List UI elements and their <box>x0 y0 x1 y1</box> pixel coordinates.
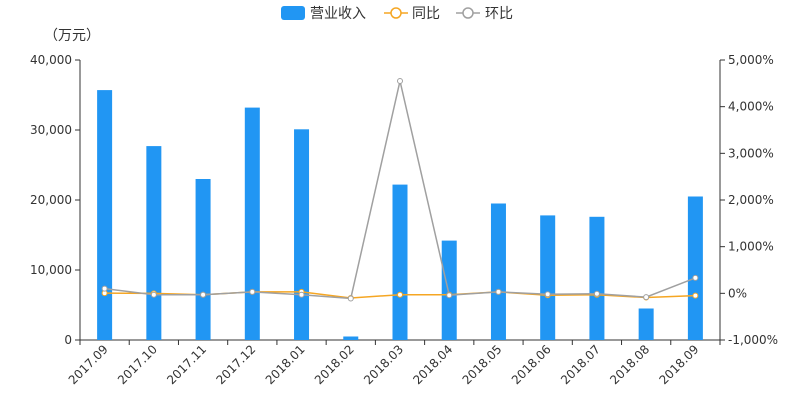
point-mom[interactable] <box>200 291 207 298</box>
point-yoy[interactable] <box>397 291 403 298</box>
left-tick-label: 20,000 <box>30 193 72 207</box>
legend-label-mom: 环比 <box>485 6 513 22</box>
right-tick-label: 1,000% <box>728 240 774 254</box>
point-mom[interactable] <box>101 285 108 292</box>
bar-revenue[interactable] <box>392 184 408 340</box>
x-tick-label: 2018.02 <box>312 342 357 387</box>
x-tick-label: 2018.01 <box>263 342 308 387</box>
bar-revenue[interactable] <box>146 146 162 340</box>
legend-label-yoy: 同比 <box>412 6 440 22</box>
left-tick-label: 40,000 <box>30 53 72 67</box>
bar-revenue[interactable] <box>540 215 556 340</box>
point-mom[interactable] <box>692 274 699 281</box>
x-tick-label: 2017.11 <box>164 342 209 387</box>
bar-revenue[interactable] <box>490 203 506 341</box>
point-mom[interactable] <box>298 291 305 298</box>
legend-marker-mom <box>462 7 474 19</box>
point-yoy[interactable] <box>692 292 699 299</box>
line-series-mom <box>101 78 699 302</box>
point-mom[interactable] <box>643 294 650 301</box>
bar-series-revenue <box>97 90 703 340</box>
x-tick-label: 2018.03 <box>361 342 406 387</box>
point-mom[interactable] <box>544 291 551 298</box>
point-mom[interactable] <box>446 292 453 299</box>
right-tick-label: 2,000% <box>728 193 774 207</box>
left-axis-ticks: 0 10,000 20,000 30,000 40,000 <box>30 53 80 347</box>
right-tick-label: 4,000% <box>728 100 774 114</box>
x-tick-label: 2017.12 <box>213 342 258 387</box>
right-axis-ticks: -1,000% 0% 1,000% 2,000% 3,000% 4,000% 5,000% <box>720 53 778 347</box>
bar-revenue[interactable] <box>244 107 260 340</box>
bar-revenue[interactable] <box>589 216 605 340</box>
point-mom[interactable] <box>347 295 354 302</box>
right-tick-label: 0% <box>728 286 747 300</box>
x-tick-label: 2017.09 <box>66 342 111 387</box>
right-tick-label: -1,000% <box>728 333 778 347</box>
point-mom[interactable] <box>397 78 403 84</box>
bar-revenue[interactable] <box>97 90 113 340</box>
line-series-group <box>101 78 699 302</box>
legend-item-mom[interactable]: 环比 <box>456 6 513 22</box>
x-tick-label: 2018.04 <box>410 342 455 387</box>
point-mom[interactable] <box>150 291 157 298</box>
left-tick-label: 10,000 <box>30 263 72 277</box>
point-mom[interactable] <box>249 288 256 295</box>
bar-revenue[interactable] <box>638 308 654 341</box>
bar-revenue[interactable] <box>441 240 457 340</box>
legend-item-yoy[interactable]: 同比 <box>384 6 440 22</box>
legend-label-revenue: 营业收入 <box>310 6 366 22</box>
legend-marker-yoy <box>390 7 402 19</box>
point-mom[interactable] <box>495 288 502 295</box>
left-tick-label: 30,000 <box>30 123 72 137</box>
right-tick-label: 3,000% <box>728 146 774 160</box>
x-tick-label: 2018.08 <box>607 342 652 387</box>
bar-revenue[interactable] <box>294 129 310 340</box>
bar-revenue[interactable] <box>195 179 211 340</box>
legend-swatch-revenue <box>281 6 305 20</box>
legend-item-revenue[interactable]: 营业收入 <box>281 6 366 22</box>
legend: 营业收入 同比 环比 <box>281 6 513 22</box>
x-tick-label: 2018.09 <box>657 342 702 387</box>
y-axis-unit-label: （万元） <box>44 28 100 44</box>
x-tick-label: 2018.06 <box>509 342 554 387</box>
left-tick-label: 0 <box>64 333 72 347</box>
point-mom[interactable] <box>593 290 600 297</box>
x-axis-ticks: 2017.09 2017.10 2017.11 2017.12 2018.01 2018.… <box>66 340 721 387</box>
bar-revenue[interactable] <box>343 336 359 341</box>
x-tick-label: 2018.07 <box>558 342 603 387</box>
x-tick-label: 2018.05 <box>460 342 505 387</box>
right-tick-label: 5,000% <box>728 53 774 67</box>
x-tick-label: 2017.10 <box>115 342 160 387</box>
bar-revenue[interactable] <box>687 196 703 341</box>
